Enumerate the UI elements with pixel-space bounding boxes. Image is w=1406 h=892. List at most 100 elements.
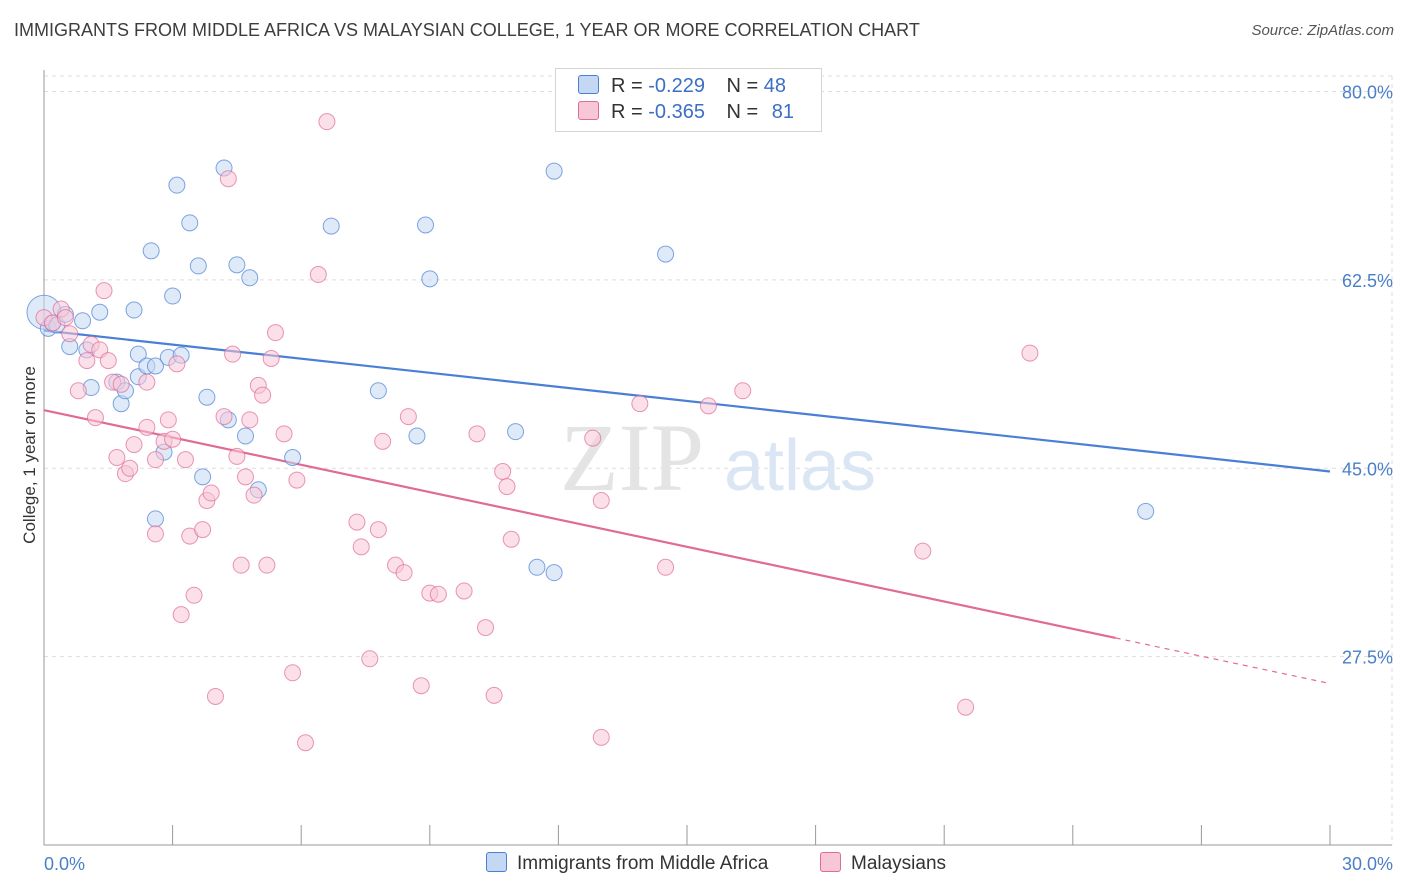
point-series1-49: [288, 471, 306, 489]
point-series1-19: [138, 418, 156, 436]
point-series1-57: [374, 432, 392, 450]
data-points: [26, 113, 1155, 752]
point-series1-30: [194, 521, 212, 539]
point-series0-39: [417, 216, 435, 234]
point-series0-9: [91, 303, 109, 321]
trend-line-series0: [43, 329, 1331, 473]
point-series1-48: [284, 664, 302, 682]
y-tick-label-3: 27.5%: [1342, 648, 1393, 668]
point-series0-18: [146, 357, 164, 375]
point-series1-16: [121, 459, 139, 477]
point-series0-45: [657, 245, 675, 263]
point-series1-33: [206, 687, 224, 705]
point-series0-46: [1137, 502, 1155, 520]
point-series1-24: [164, 430, 182, 448]
point-series1-13: [108, 449, 126, 466]
point-series0-22: [164, 287, 182, 305]
point-series0-6: [74, 312, 92, 330]
axes: [43, 70, 1392, 846]
bottom-legend-swatch-blue: [486, 852, 507, 872]
point-series1-51: [309, 266, 327, 284]
legend-r-value-blue: -0.229: [648, 75, 705, 97]
point-series1-70: [502, 530, 520, 548]
point-series1-37: [228, 447, 246, 465]
point-series1-40: [241, 411, 259, 429]
legend-n-label-pink: N =: [726, 101, 759, 123]
point-series1-23: [159, 411, 177, 429]
legend-row-blue: R = -0.229 N = 48: [578, 75, 786, 101]
chart-title: IMMIGRANTS FROM MIDDLE AFRICA VS MALAYSI…: [14, 20, 920, 40]
point-series1-61: [412, 677, 430, 695]
point-series1-32: [202, 484, 220, 502]
watermark-zip: ZIP: [560, 404, 704, 511]
source-credit: Source: ZipAtlas.com: [1251, 22, 1394, 39]
tick-labels: 80.0% 62.5% 45.0% 27.5% 0.0% 30.0%: [44, 83, 1393, 874]
legend-n-value-blue: 48: [763, 75, 787, 97]
point-series1-64: [455, 582, 473, 600]
legend-r-label-pink: R =: [611, 101, 643, 123]
legend-box: R = -0.229 N = 48 R = -0.365 N = 81: [555, 68, 822, 132]
legend-swatch-pink: [578, 101, 599, 120]
legend-r-label-blue: R =: [611, 75, 643, 97]
trend-line-series1: [43, 409, 1116, 640]
point-series0-37: [369, 382, 387, 400]
point-series1-6: [78, 352, 96, 370]
point-series1-11: [99, 352, 117, 370]
bottom-legend-swatch-pink: [820, 852, 841, 872]
point-series1-29: [185, 586, 203, 604]
point-series0-32: [236, 427, 254, 445]
point-series1-47: [275, 425, 293, 443]
point-series1-26: [172, 606, 190, 624]
point-series0-38: [408, 427, 426, 445]
point-series0-42: [528, 558, 546, 576]
point-series1-20: [146, 451, 164, 469]
point-series1-41: [245, 486, 263, 504]
point-series1-36: [224, 345, 242, 363]
watermark-atlas: atlas: [724, 426, 876, 506]
point-series0-28: [198, 388, 216, 406]
point-series1-5: [69, 382, 87, 400]
point-series0-17: [142, 242, 160, 260]
point-series1-60: [399, 408, 417, 426]
point-series0-14: [129, 345, 147, 363]
point-series0-35: [284, 449, 302, 466]
point-series1-80: [1021, 344, 1039, 362]
point-series1-79: [957, 698, 975, 716]
point-series1-17: [125, 436, 143, 454]
point-series1-56: [369, 521, 387, 539]
point-series1-46: [266, 324, 284, 342]
legend-n-value-pink: 81: [771, 101, 795, 123]
point-series1-78: [914, 542, 932, 560]
point-series1-8: [86, 409, 104, 427]
point-series1-65: [468, 425, 486, 443]
point-series1-4: [61, 325, 79, 343]
point-series0-41: [507, 423, 525, 441]
point-series1-45: [262, 349, 280, 367]
grid-lines: [44, 75, 1393, 845]
point-series1-21: [146, 525, 164, 543]
point-series1-71: [584, 429, 602, 447]
y-tick-label-2: 45.0%: [1342, 459, 1393, 479]
point-series0-25: [181, 214, 199, 232]
point-series1-25: [168, 355, 186, 373]
point-series0-19: [146, 510, 164, 528]
y-tick-label-1: 62.5%: [1342, 271, 1393, 291]
point-series0-13: [125, 301, 143, 319]
point-series1-55: [361, 650, 379, 668]
point-series0-23: [168, 176, 186, 194]
legend-row-pink: R = -0.365 N = 81: [578, 101, 794, 127]
legend-n-label-blue: N =: [726, 75, 759, 97]
point-series1-14: [112, 375, 130, 393]
point-series1-27: [176, 451, 194, 469]
bottom-legend-label-pink: Malaysians: [851, 853, 947, 874]
point-series1-68: [494, 462, 512, 480]
point-series1-38: [232, 556, 250, 574]
point-series1-18: [138, 373, 156, 391]
x-tick-label-0: 0.0%: [44, 854, 85, 874]
point-series1-77: [734, 382, 752, 400]
point-series1-74: [631, 395, 649, 413]
point-series1-3: [56, 309, 74, 327]
point-series0-44: [545, 162, 563, 180]
bottom-legend-label-blue: Immigrants from Middle Africa: [517, 853, 769, 874]
